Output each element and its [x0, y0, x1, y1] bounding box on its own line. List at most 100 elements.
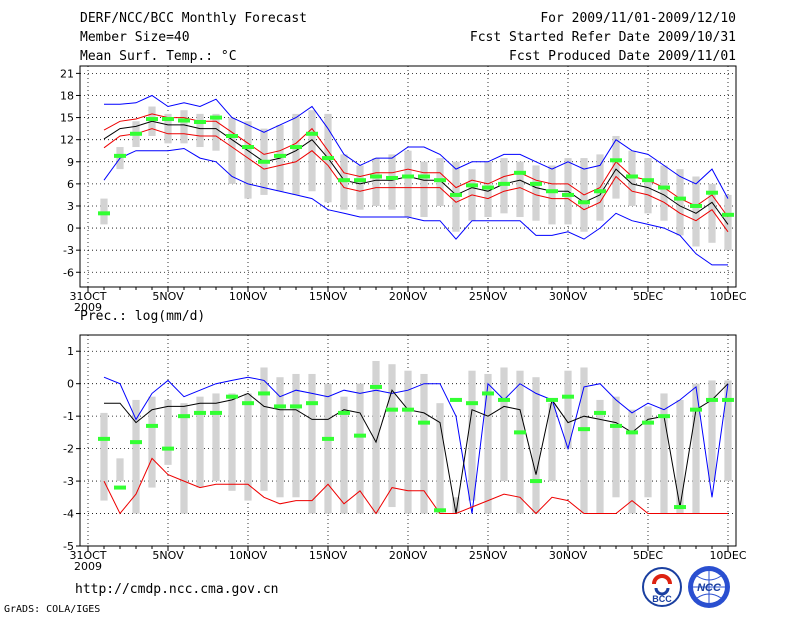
prec-spread-bar — [708, 380, 716, 482]
prec-spread-bar — [196, 396, 204, 488]
prec-spread-bar — [596, 399, 604, 514]
prec-line-upper — [103, 376, 729, 514]
temp-ensemble-marker — [418, 174, 430, 179]
prec-ytick-label: -3 — [63, 475, 74, 488]
temp-ytick-label: -3 — [63, 244, 74, 257]
temp-ytick-label: 18 — [60, 89, 74, 102]
variable-label: Mean Surf. Temp.: °C — [80, 49, 237, 64]
temp-xtick-label: 25NOV — [469, 290, 508, 303]
temp-ytick-label: 9 — [67, 156, 74, 169]
ncc-logo-text: NCC — [697, 582, 722, 594]
temp-line-mean — [103, 120, 729, 225]
prec-ensemble-marker — [466, 401, 478, 406]
prec-spread-bar — [676, 399, 684, 514]
temp-ensemble-marker — [258, 159, 270, 164]
temp-ensemble-marker — [450, 192, 462, 197]
prec-spread-bar — [356, 383, 364, 514]
prec-ensemble-marker — [578, 427, 590, 432]
temp-ensemble-marker — [194, 119, 206, 124]
temp-ensemble-marker — [546, 189, 558, 194]
prec-ensemble-marker — [530, 479, 542, 484]
temp-ensemble-marker — [146, 117, 158, 122]
temp-spread-bar — [404, 150, 412, 218]
prec-ensemble-marker — [594, 410, 606, 415]
temp-xtick-label: 10DEC — [709, 290, 746, 303]
prec-spread-bar — [372, 360, 380, 514]
prec-line-mean — [104, 383, 729, 514]
prec-xtick-label: 20NOV — [389, 549, 428, 562]
temp-spread-bar — [196, 113, 204, 148]
prec-ytick-label: 1 — [67, 345, 74, 358]
prec-line-lower — [103, 457, 728, 515]
prec-ensemble-marker — [674, 505, 686, 510]
temp-ensemble-marker — [706, 190, 718, 195]
prec-spread-bar — [308, 373, 316, 514]
prec-spread-bar — [116, 458, 124, 482]
prec-ensemble-marker — [482, 391, 494, 396]
temp-spread-bar — [228, 117, 236, 184]
temp-ensemble-marker — [242, 145, 254, 150]
temp-ensemble-marker — [98, 211, 110, 216]
forecast-period: For 2009/11/01-2009/12/10 — [540, 11, 736, 26]
prec-ensemble-marker — [290, 404, 302, 409]
footer-url[interactable]: http://cmdp.ncc.cma.gov.cn — [75, 582, 279, 597]
prec-spread-bar — [228, 393, 236, 491]
header-left: DERF/NCC/BCC Monthly Forecast Member Size… — [80, 9, 307, 66]
temp-ensemble-marker — [690, 203, 702, 208]
prec-spread-bar — [548, 403, 556, 482]
temp-ensemble-marker — [354, 178, 366, 183]
temp-ensemble-marker — [130, 131, 142, 136]
temp-ensemble-marker — [610, 158, 622, 163]
temp-year-label: 2009 — [74, 301, 102, 314]
temp-spread-bar — [356, 165, 364, 210]
temp-ensemble-marker — [562, 192, 574, 197]
prec-ensemble-marker — [162, 446, 174, 451]
prec-ensemble-marker — [642, 420, 654, 425]
prec-spread-bar — [532, 377, 540, 514]
prec-xtick-label: 25NOV — [469, 549, 508, 562]
prec-ensemble-marker — [418, 420, 430, 425]
temp-line-upper — [104, 94, 729, 199]
prec-spread-bar — [564, 370, 572, 449]
prec-xtick-label: 15NOV — [309, 549, 348, 562]
prec-spread-bar — [100, 412, 108, 501]
prec-spread-bar — [388, 364, 396, 508]
prec-ytick-label: -1 — [63, 410, 74, 423]
prec-spread-bar — [692, 383, 700, 514]
temp-xtick-label: 10NOV — [229, 290, 268, 303]
temp-ytick-label: 3 — [67, 200, 74, 213]
temp-ensemble-marker — [466, 183, 478, 188]
prec-ensemble-marker — [178, 414, 190, 419]
temp-xtick-label: 5DEC — [633, 290, 663, 303]
prec-ensemble-marker — [130, 440, 142, 445]
temp-spread-bar — [692, 176, 700, 247]
temp-ensemble-marker — [578, 200, 590, 205]
prec-ensemble-marker — [386, 407, 398, 412]
prec-ensemble-marker — [546, 397, 558, 402]
prec-ensemble-marker — [498, 397, 510, 402]
prec-ensemble-marker — [562, 394, 574, 399]
temp-spread-bar — [724, 194, 732, 251]
prec-spread-bar — [452, 497, 460, 514]
prec-xtick-label: 30NOV — [549, 549, 588, 562]
prec-ensemble-marker — [450, 397, 462, 402]
temp-line-lower — [103, 147, 728, 266]
temp-spread-bar — [612, 135, 620, 199]
temp-ytick-label: -6 — [63, 266, 74, 279]
prec-ytick-label: -5 — [63, 540, 74, 553]
temp-ensemble-marker — [386, 175, 398, 180]
prec-xtick-label: 5NOV — [152, 549, 184, 562]
temp-ensemble-marker — [370, 174, 382, 179]
temp-ensemble-marker — [674, 196, 686, 201]
temp-spread-bar — [244, 121, 252, 199]
temp-ytick-label: 12 — [60, 134, 74, 147]
temp-spread-bar — [180, 110, 188, 144]
temp-ensemble-marker — [226, 133, 238, 138]
prec-ensemble-marker — [338, 410, 350, 415]
prec-spread-bar — [628, 409, 636, 514]
started-date: Fcst Started Refer Date 2009/10/31 — [469, 30, 736, 45]
prec-xtick-label: 31OCT — [69, 549, 106, 562]
prec-ensemble-marker — [274, 404, 286, 409]
temp-xtick-label: 15NOV — [309, 290, 348, 303]
temp-spread-bar — [212, 113, 220, 151]
